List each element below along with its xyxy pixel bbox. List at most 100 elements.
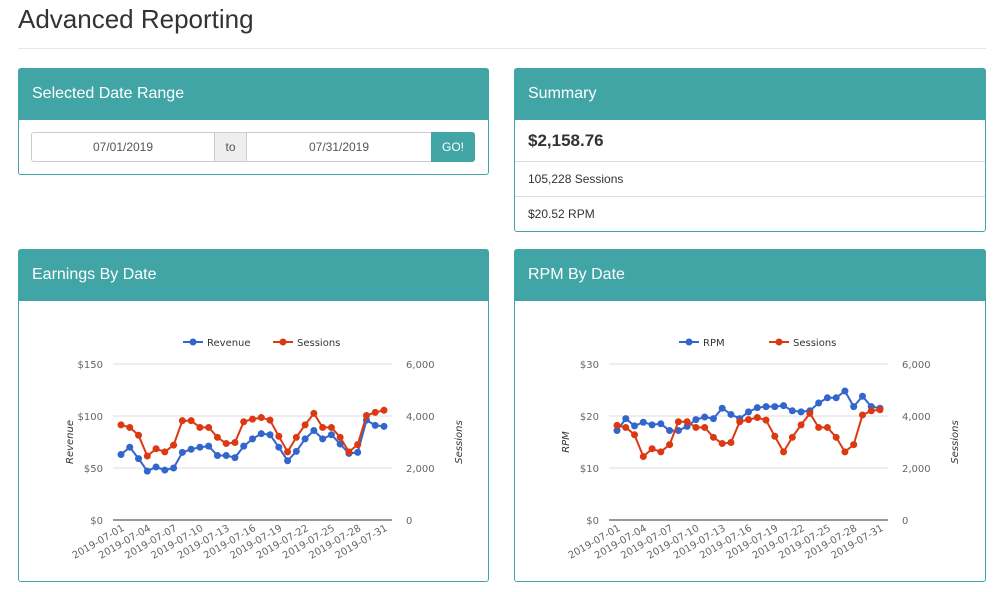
y-tick-label: $100 (78, 412, 103, 423)
data-point-rpm (718, 404, 726, 412)
data-point-sessions (135, 431, 143, 439)
earnings-chart-heading: Earnings By Date (19, 250, 488, 301)
data-point-sessions (371, 408, 379, 416)
data-point-rpm (832, 394, 840, 402)
summary-rpm: $20.52 RPM (515, 196, 985, 231)
data-point-rpm (780, 402, 788, 410)
data-point-revenue (371, 421, 379, 429)
data-point-sessions (771, 432, 779, 440)
y2-tick-label: 2,000 (902, 464, 931, 475)
data-point-sessions (780, 448, 788, 456)
data-point-revenue (284, 457, 292, 465)
y-tick-label: $0 (586, 516, 599, 527)
data-point-sessions (788, 433, 796, 441)
data-point-sessions (639, 453, 647, 461)
data-point-sessions (362, 411, 370, 419)
data-point-sessions (275, 432, 283, 440)
data-point-sessions (867, 407, 875, 415)
data-point-revenue (301, 435, 309, 443)
data-point-revenue (135, 455, 143, 463)
data-point-sessions (648, 445, 656, 453)
data-point-sessions (815, 423, 823, 431)
legend-label: Revenue (207, 338, 251, 349)
end-date-input[interactable] (247, 132, 431, 162)
data-point-rpm (753, 404, 761, 412)
rpm-chart-panel: RPM By Date $0 0 $10 2,000 $20 4,000 $30 6,000 R… (514, 249, 986, 582)
y-axis-title: Revenue (65, 420, 76, 464)
legend-label: RPM (703, 338, 725, 349)
summary-heading: Summary (515, 69, 985, 120)
data-point-sessions (249, 415, 256, 423)
data-point-rpm (762, 403, 770, 411)
data-point-sessions (187, 417, 195, 425)
data-point-rpm (613, 427, 621, 435)
data-point-rpm (745, 408, 752, 416)
data-point-rpm (788, 407, 796, 415)
data-point-rpm (701, 413, 709, 421)
data-point-revenue (266, 431, 274, 439)
legend-marker-sessions (279, 338, 287, 346)
data-point-rpm (727, 410, 735, 418)
y-tick-label: $10 (580, 464, 599, 475)
y-tick-label: $30 (580, 360, 599, 371)
data-point-sessions (806, 409, 814, 417)
data-point-revenue (240, 442, 248, 450)
data-point-sessions (841, 448, 849, 456)
y2-tick-label: 2,000 (406, 464, 435, 475)
data-point-sessions (683, 418, 691, 426)
data-point-revenue (152, 463, 160, 471)
go-button[interactable]: GO! (431, 132, 475, 162)
data-point-sessions (319, 423, 327, 431)
data-point-sessions (257, 414, 265, 422)
data-point-sessions (143, 452, 151, 460)
y-tick-label: $20 (580, 412, 599, 423)
data-point-revenue (178, 448, 186, 456)
legend-marker-sessions (775, 338, 783, 346)
y2-tick-label: 4,000 (902, 412, 931, 423)
legend-label: Sessions (793, 338, 836, 349)
data-point-sessions (327, 423, 335, 431)
summary-panel: Summary $2,158.76 105,228 Sessions $20.5… (514, 68, 986, 232)
data-point-sessions (345, 448, 353, 456)
data-point-sessions (222, 440, 230, 448)
summary-sessions: 105,228 Sessions (515, 161, 985, 196)
data-point-rpm (631, 422, 639, 430)
data-point-sessions (745, 416, 752, 424)
data-point-sessions (266, 416, 274, 424)
data-point-sessions (692, 423, 700, 431)
data-point-rpm (639, 418, 647, 426)
date-range-panel: Selected Date Range to GO! (18, 68, 489, 175)
data-point-revenue (310, 427, 318, 435)
data-point-sessions (622, 423, 630, 431)
data-point-sessions (709, 433, 717, 441)
data-point-revenue (249, 435, 256, 443)
data-point-sessions (161, 448, 169, 456)
data-point-sessions (213, 433, 221, 441)
data-point-revenue (205, 442, 213, 450)
data-point-revenue (187, 445, 195, 453)
data-point-sessions (850, 441, 858, 449)
legend-marker-rpm (685, 338, 693, 346)
data-point-sessions (205, 423, 213, 431)
y2-tick-label: 4,000 (406, 412, 435, 423)
data-point-sessions (152, 445, 160, 453)
rpm-chart-heading: RPM By Date (515, 250, 985, 301)
data-point-sessions (231, 439, 239, 447)
data-point-revenue (380, 422, 388, 430)
data-point-revenue (222, 452, 230, 460)
data-point-sessions (762, 416, 770, 424)
data-point-rpm (841, 387, 849, 395)
data-point-sessions (858, 411, 866, 419)
data-point-rpm (657, 420, 665, 428)
data-point-sessions (178, 417, 186, 425)
legend-marker-revenue (189, 338, 197, 346)
start-date-input[interactable] (31, 132, 215, 162)
data-point-rpm (771, 403, 779, 411)
data-point-revenue (275, 443, 283, 451)
data-point-revenue (319, 435, 327, 443)
earnings-chart: $0 0 $50 2,000 $100 4,000 $150 6,000 Revenue Sess… (65, 338, 465, 562)
data-point-sessions (736, 418, 744, 426)
data-point-sessions (354, 441, 362, 449)
data-point-rpm (709, 415, 717, 423)
y2-tick-label: 6,000 (902, 360, 931, 371)
